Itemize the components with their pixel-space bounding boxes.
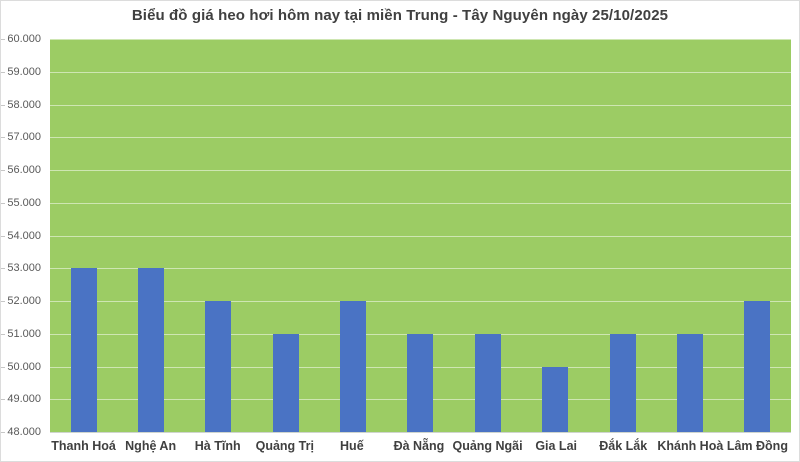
x-axis-category-label: Thanh Hoá (51, 439, 116, 453)
y-axis: 60.000 59.000 58.000 57.000 56.000 55.000 54.0… (1, 33, 45, 438)
bar-slot (50, 39, 117, 432)
gridline (50, 71, 791, 73)
bar-slot (319, 39, 386, 432)
y-axis-tickmark (1, 366, 5, 368)
y-axis-tick-label: 51.000 (7, 327, 41, 340)
y-axis-tickmark (1, 235, 5, 237)
bar-slot (185, 39, 252, 432)
bar (138, 268, 165, 432)
x-axis-category-label: Huế (340, 439, 364, 453)
bar-slot (522, 39, 589, 432)
y-axis-tickmark (1, 333, 5, 335)
y-axis-tick-label: 50.000 (7, 360, 41, 373)
y-axis-tickmark (1, 399, 5, 401)
gridline (50, 104, 791, 106)
y-axis-tick-label: 59.000 (7, 65, 41, 78)
gridline (50, 137, 791, 139)
x-axis-category-label: Quảng Ngãi (452, 439, 523, 453)
gridline (50, 170, 791, 171)
bar-slot (387, 39, 454, 432)
bar (70, 268, 97, 432)
bar (744, 301, 771, 432)
bar-slot (656, 39, 723, 432)
bar (542, 366, 569, 432)
y-axis-tickmark (1, 104, 5, 106)
x-axis-category-label: Hà Tĩnh (194, 439, 241, 453)
gridline (50, 301, 791, 302)
y-axis-tickmark (1, 202, 5, 204)
bar-slot (724, 39, 791, 432)
bar (474, 333, 501, 432)
y-axis-tick-label: 55.000 (7, 196, 41, 209)
x-axis-category-label: Đà Nẵng (393, 439, 445, 453)
y-axis-tick-label: 54.000 (7, 229, 41, 242)
bar-slot (117, 39, 184, 432)
gridline (50, 235, 791, 237)
y-axis-tickmark (1, 71, 5, 73)
plot-area (50, 39, 791, 433)
y-axis-tickmark (1, 432, 5, 433)
y-axis-tick-label: 49.000 (7, 393, 41, 406)
x-axis: Thanh Hoá Nghệ An Hà Tĩnh Quảng Trị Huế Đà Nẵ… (50, 437, 791, 457)
bar (272, 333, 299, 432)
bar (609, 333, 636, 432)
gridline (50, 268, 791, 270)
bar-slot (589, 39, 656, 432)
x-axis-category-label: Gia Lai (535, 439, 577, 453)
chart-title: Biểu đồ giá heo hơi hôm nay tại miền Tru… (131, 7, 669, 24)
bar (676, 333, 703, 432)
gridline (50, 39, 791, 40)
bars-layer (50, 39, 791, 432)
y-axis-tick-label: 57.000 (7, 131, 41, 144)
y-axis-tick-label: 52.000 (7, 295, 41, 307)
y-axis-tick-label: 56.000 (7, 164, 41, 176)
y-axis-tickmark (1, 137, 5, 139)
x-axis-category-label: Lâm Đồng (726, 439, 788, 453)
y-axis-tick-label: 48.000 (7, 426, 41, 438)
x-axis-category-label: Khánh Hoà (657, 439, 724, 453)
bar (407, 333, 434, 432)
y-axis-tickmark (1, 268, 5, 270)
x-axis-category-label: Đắk Lắk (599, 439, 648, 453)
bar-slot (454, 39, 521, 432)
y-axis-tick-label: 53.000 (7, 262, 41, 275)
gridline (50, 202, 791, 204)
x-axis-category-label: Nghệ An (125, 439, 177, 453)
bar (340, 301, 367, 432)
x-axis-category-label: Quảng Trị (255, 439, 314, 453)
y-axis-tickmark (1, 170, 5, 171)
bar (205, 301, 232, 432)
y-axis-tick-label: 60.000 (7, 33, 41, 45)
y-axis-tickmark (1, 39, 5, 40)
y-axis-tickmark (1, 301, 5, 302)
bar-slot (252, 39, 319, 432)
y-axis-tick-label: 58.000 (7, 98, 41, 111)
